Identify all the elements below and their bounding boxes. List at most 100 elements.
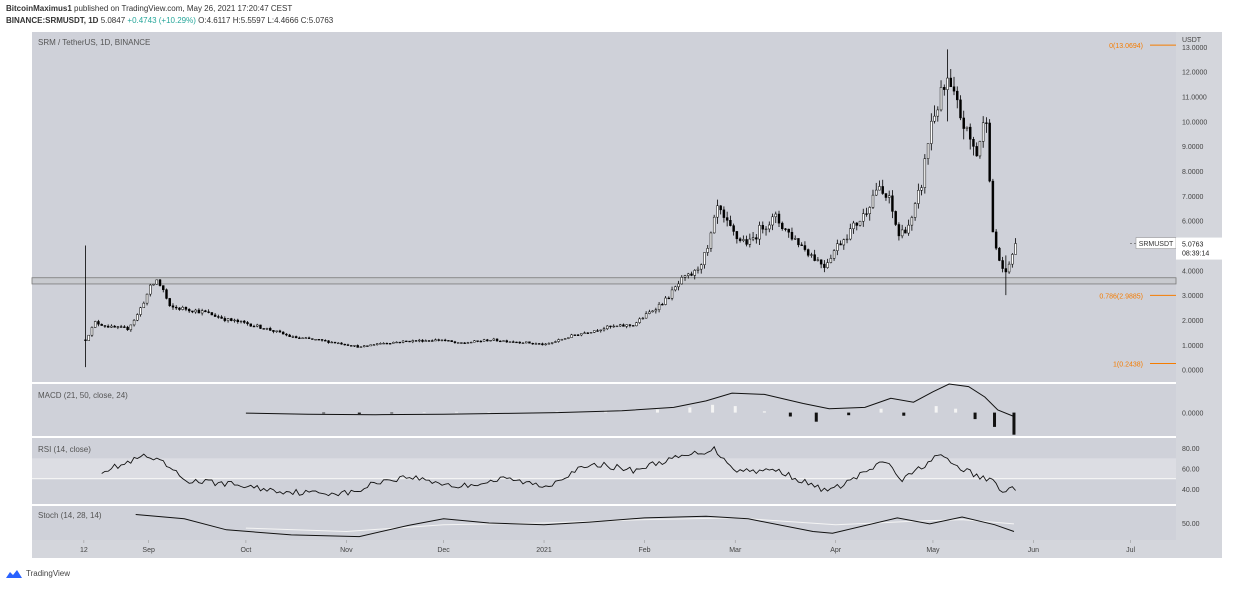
candle: [884, 193, 888, 201]
macd-histogram-bar: [357, 412, 361, 414]
candle-body: [657, 303, 661, 310]
candle: [823, 260, 826, 273]
candle: [563, 338, 567, 340]
macd-line: [245, 383, 1015, 417]
time-tick-label: Dec: [437, 547, 450, 554]
candle: [97, 319, 100, 327]
candle: [518, 341, 521, 344]
candle: [962, 110, 965, 140]
candle-body: [123, 326, 126, 328]
candle-body: [803, 245, 807, 250]
candle: [204, 309, 207, 313]
macd-histogram-bar: [902, 412, 906, 416]
candle-body: [981, 122, 985, 142]
candle: [307, 336, 311, 339]
candle: [489, 339, 492, 342]
candle: [411, 339, 415, 344]
candle: [589, 332, 593, 334]
candle-body: [162, 285, 165, 290]
candle-body: [505, 340, 508, 343]
candle: [521, 342, 525, 344]
time-tick-label: Nov: [340, 547, 353, 554]
candle: [949, 69, 952, 88]
candle-body: [1014, 243, 1017, 255]
candle-body: [392, 341, 395, 344]
candle-body: [259, 324, 262, 329]
candle: [550, 342, 554, 345]
candle: [975, 142, 978, 157]
macd-histogram-bar: [993, 412, 997, 427]
candle: [119, 324, 123, 328]
candle: [440, 339, 444, 342]
candle: [327, 340, 330, 344]
candle-body: [110, 325, 113, 328]
candle: [304, 336, 308, 339]
macd-histogram-bar: [487, 412, 491, 413]
candle-body: [664, 297, 667, 305]
candle-body: [463, 342, 466, 344]
candle-body: [768, 224, 771, 230]
candle: [865, 207, 868, 217]
candle: [641, 316, 645, 320]
candle-body: [985, 122, 988, 124]
candle: [174, 305, 178, 310]
candle-body: [735, 231, 739, 240]
candle-body: [184, 306, 188, 310]
fib-level-label: 0(13.0694): [1109, 43, 1143, 50]
candle: [495, 338, 499, 342]
candle: [586, 332, 590, 335]
candle: [800, 242, 803, 246]
ohlc-high: H:5.5597: [232, 16, 266, 25]
macd-histogram-bar: [555, 411, 559, 413]
candle-body: [793, 238, 797, 240]
candle: [285, 333, 288, 337]
candle: [567, 337, 570, 340]
candle: [236, 318, 240, 324]
candle: [437, 338, 440, 342]
candle-body: [492, 338, 496, 341]
candle: [943, 84, 946, 96]
candle-body: [272, 330, 275, 332]
candle-body: [635, 322, 638, 327]
price-tick-label: 0.0000: [1182, 368, 1204, 375]
candle-body: [531, 342, 534, 345]
candle: [298, 336, 301, 339]
candle: [243, 320, 246, 324]
candle: [939, 80, 943, 112]
candle: [732, 223, 735, 236]
candle-body: [816, 259, 820, 261]
candle-body: [1007, 263, 1011, 273]
candle-body: [311, 338, 314, 340]
candle-body: [943, 87, 946, 90]
candle-body: [288, 334, 291, 337]
candle-body: [256, 324, 259, 327]
candle-body: [521, 342, 525, 344]
candle-body: [738, 238, 742, 241]
footer-branding[interactable]: TradingView: [6, 566, 70, 580]
candle-body: [667, 297, 671, 300]
candle-body: [139, 307, 142, 315]
time-tick-label: Mar: [729, 547, 742, 554]
candle: [398, 341, 402, 344]
candle: [181, 305, 184, 311]
candle: [797, 238, 800, 248]
candle: [751, 231, 755, 242]
macd-histogram-bar: [934, 406, 938, 413]
candle: [239, 320, 243, 324]
candle-body: [411, 340, 415, 343]
candle: [881, 179, 884, 195]
candle: [139, 306, 142, 317]
candle: [337, 342, 340, 345]
rsi-pane: [32, 445, 1176, 497]
candle-body: [576, 334, 580, 336]
candle-body: [93, 321, 97, 328]
last-price-box: [1176, 237, 1222, 260]
candle-body: [155, 279, 158, 285]
candle-body: [887, 195, 891, 198]
candle-body: [891, 195, 894, 212]
candle-body: [418, 339, 421, 342]
candle-body: [207, 311, 210, 313]
rsi-line: [101, 445, 1016, 497]
candle-body: [875, 189, 878, 196]
